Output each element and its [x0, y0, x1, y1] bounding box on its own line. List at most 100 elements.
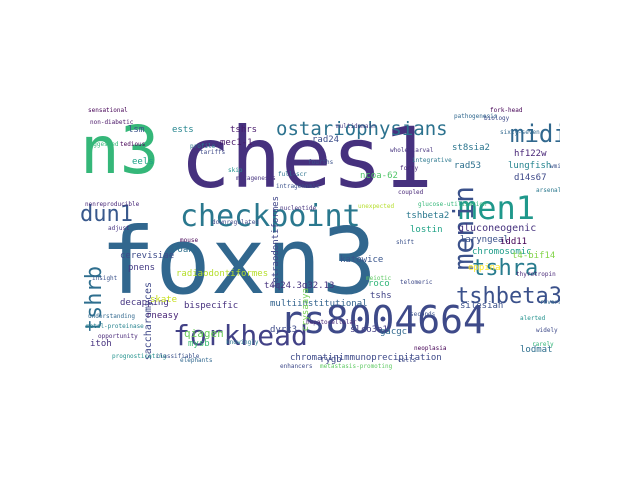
word-hf122w: hf122w [514, 149, 547, 159]
word-mysb: mysb [188, 339, 210, 349]
word-fourths: fourths [308, 159, 334, 166]
word-rygb: rygb [320, 355, 342, 365]
word-lsm: lsm [128, 125, 145, 135]
word-unexpected: unexpected [358, 203, 395, 210]
word-metal-proteinase: metal-proteinase [86, 323, 144, 330]
word-katowice: katowice [340, 255, 384, 265]
word-arsenal: arsenal [536, 187, 560, 194]
word-n3: n3 [80, 112, 160, 189]
word-bispecific: bispecific [184, 301, 239, 311]
word-glucose-utilization: glucose-utilization [418, 201, 487, 208]
word-non-diabetic: non-diabetic [90, 119, 134, 126]
word-profile: profile [190, 143, 216, 150]
word-lungfish: lungfish [508, 161, 552, 171]
word-nucleotide: nucleotide [280, 205, 317, 212]
word-forty: forty [400, 165, 419, 172]
word-tshs: tshs [370, 291, 392, 301]
word-cloud: foxn3 ches1 n3 checkpoint rs8004664 forkhead m… [80, 106, 560, 372]
word-rarely: rarely [532, 341, 554, 348]
word-decapping: decapping [120, 298, 169, 308]
word-telomeric: telomeric [400, 279, 433, 286]
word-widely: widely [536, 327, 558, 334]
word-nonreproducible: nonreproducible [85, 201, 140, 208]
word-neoplasia: neoplasia [414, 345, 447, 352]
word-sensational: sensational [88, 107, 128, 114]
word-classifiable: classifiable [156, 353, 200, 360]
word-qiagen: qiagen [184, 327, 224, 340]
word-radiaodontiformes: radiaodontiformes [176, 269, 269, 279]
word-cells: cells [398, 357, 417, 364]
word-sixty-seven: sixty-seven [500, 129, 540, 136]
word-skip: skip [228, 167, 243, 174]
word-shift: shift [396, 239, 415, 246]
word-foan: foan [172, 245, 194, 255]
word-biology: biology [484, 115, 510, 122]
word-reversal: reversal [540, 299, 560, 306]
word-saccharomyces: saccharomyces [143, 282, 154, 361]
word-integrative: integrative [412, 157, 452, 164]
word-itoh: itoh [90, 339, 112, 349]
word-mouse: mouse [180, 237, 199, 244]
word-lostin: lostin [410, 225, 443, 235]
word-st8sia2: st8sia2 [452, 143, 490, 153]
word-intragenomic: intragenomic [276, 183, 320, 190]
word-pnens: pnens [128, 263, 156, 273]
word-downregulated: downregulated [212, 219, 259, 226]
word-rad53: rad53 [454, 161, 482, 171]
word-tedious: tedious [120, 141, 146, 148]
word-t4q24-3q32-13: t4q24.3q32.13 [264, 281, 335, 291]
word-adjust: adjust [108, 225, 130, 232]
word-slco3a1: slco3a1 [350, 325, 388, 335]
word-rs8004664: rs8004664 [280, 298, 486, 342]
word-understanding: understanding [88, 313, 135, 320]
word-silesian: silesian [460, 301, 504, 311]
word-laryngeal: laryngeal [460, 235, 509, 245]
word-lodmat: lodmat [520, 345, 553, 355]
word-ches1: ches1 [180, 109, 433, 207]
word-d14s67: d14s67 [514, 173, 547, 183]
word-tariffs: tariffs [200, 149, 226, 156]
word-knowingly: knowingly [226, 339, 259, 346]
word-prognosticating: prognosticating [112, 353, 167, 360]
word-rad24: rad24 [312, 135, 340, 145]
word-insight: insight [92, 275, 118, 282]
word-checkpoint: checkpoint [180, 199, 361, 234]
word-cerevisiae: cerevisiae [120, 251, 175, 261]
word-gacgc: gacgc [380, 327, 408, 337]
word-elephants: elephants [180, 357, 213, 364]
word-metastasis-promoting: metastasis-promoting [320, 363, 393, 370]
word-chromosomic: chromosomic [472, 247, 532, 257]
word-suggested: suggested [86, 141, 119, 148]
word-tshra: tshra [472, 256, 539, 281]
word-rneasy: rneasy [146, 311, 179, 321]
word-t4-bif14: t4-bif14 [512, 251, 556, 261]
word-full-scr: full-scr [278, 171, 307, 178]
word-meiotic: meiotic [366, 275, 392, 282]
word-opportunity: opportunity [98, 333, 138, 340]
word-seconds: seconds [410, 311, 436, 318]
word-hepatocellular: hepatocellular [306, 319, 357, 326]
word-tshrs: tshrs [230, 125, 258, 135]
word-tshbeta3: tshbeta3 [456, 284, 560, 309]
word-thyrotropin: thyrotropin [516, 271, 556, 278]
word-skate: skate [150, 295, 178, 305]
word-pathogenesis: pathogenesis [454, 113, 498, 120]
word-tshbeta2: tshbeta2 [406, 211, 450, 221]
word-mutagenesis: mutagenesis [236, 175, 276, 182]
word-chromatinimmunoprecipitation: chromatinimmunoprecipitation [290, 353, 442, 363]
word-alerted: alerted [520, 315, 546, 322]
word-gluconeogenic: gluconeogenic [458, 223, 537, 234]
word-eppina: eppina [468, 263, 501, 273]
word-enhancers: enhancers [280, 363, 313, 370]
word-dyrk3: dyrk3 [270, 325, 298, 335]
word-coupled: coupled [398, 189, 424, 196]
word-ostariophysians: ostariophysians [276, 118, 448, 140]
word-idd11: idd11 [500, 237, 528, 247]
word-wmi: wmi [550, 163, 560, 170]
word-mec1-1: mec1-1 [220, 138, 253, 148]
word-multiinstitutional: multiinstitutional [270, 299, 368, 309]
word-ests: ests [172, 125, 194, 135]
word-midi: midi [510, 120, 560, 148]
word-whole-larval: whole-larval [390, 147, 434, 154]
word-multidomain: multidomain [336, 123, 376, 130]
